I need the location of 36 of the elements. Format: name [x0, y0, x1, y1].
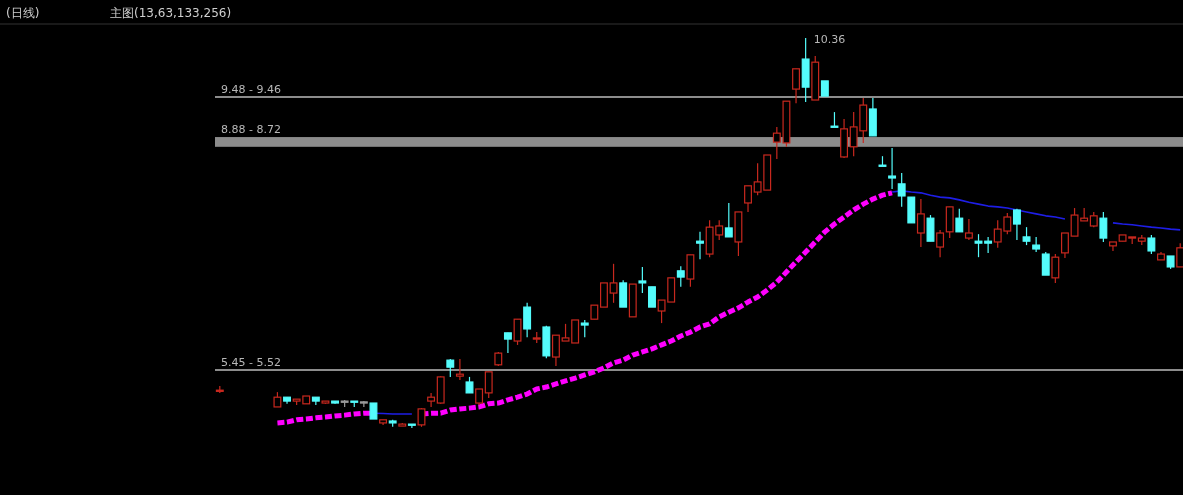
- candlestick: [648, 286, 656, 308]
- candlestick: [1060, 232, 1069, 259]
- candlestick: [551, 334, 560, 367]
- text: (日线): [6, 6, 40, 20]
- candlestick: [1176, 242, 1183, 268]
- candlestick: [936, 229, 945, 258]
- candlestick: [696, 231, 704, 260]
- candlestick: [955, 208, 964, 233]
- candlestick: [916, 198, 925, 248]
- candlestick: [676, 265, 685, 288]
- chart-subtitle: 主图(13,63,133,256): [110, 6, 232, 20]
- candlestick: [503, 332, 512, 354]
- candlestick: [1041, 251, 1050, 276]
- candlestick: [1051, 253, 1060, 284]
- candlestick: [744, 185, 752, 213]
- candlestick: [724, 202, 733, 238]
- candlestick: [1032, 236, 1041, 253]
- candlestick: [484, 371, 493, 399]
- candlestick: [513, 318, 522, 346]
- candlestick: [455, 358, 464, 381]
- candlestick: [427, 392, 436, 408]
- candlestick: [792, 68, 800, 104]
- annotation: 5.45 - 5.52: [221, 355, 281, 369]
- candlestick: [609, 263, 618, 304]
- candlestick: [888, 147, 897, 190]
- candlestick: [964, 218, 973, 241]
- candlestick: [417, 407, 426, 428]
- candlestick: [1012, 208, 1021, 241]
- candlestick: [638, 266, 647, 294]
- candlestick: [926, 214, 935, 242]
- annotation: 10.36: [813, 33, 846, 46]
- candlestick: [1099, 211, 1108, 243]
- candlestick: [523, 302, 532, 338]
- annotation: 8.88 - 8.72: [221, 123, 281, 137]
- annotation: 9.48 - 9.46: [221, 82, 281, 96]
- candlestick: [1147, 234, 1156, 255]
